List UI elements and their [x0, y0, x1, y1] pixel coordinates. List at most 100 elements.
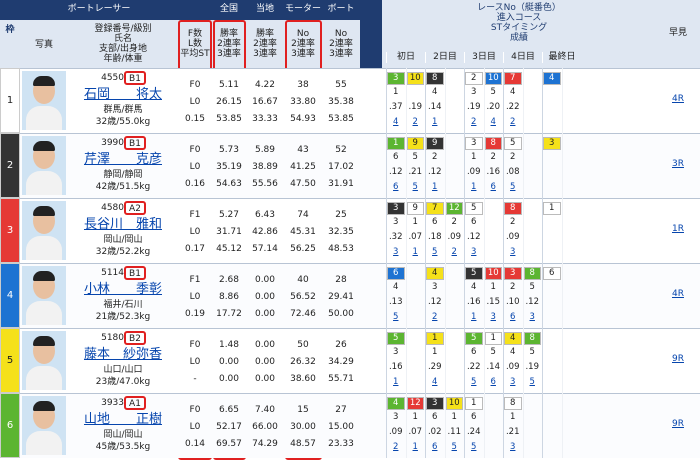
frame-cell [0, 133, 20, 198]
hayami-link[interactable]: 9R [672, 419, 684, 429]
series-result[interactable]: 4 [432, 377, 438, 387]
series-result[interactable]: 1 [471, 182, 477, 192]
series-st: .07 [408, 232, 423, 242]
stat-boat: 17.02 [328, 162, 354, 172]
series-result[interactable]: 3 [529, 312, 535, 322]
series-result[interactable]: 5 [529, 377, 535, 387]
stat-local: 74.29 [252, 439, 278, 449]
series-course: 5 [529, 347, 535, 357]
series-result[interactable]: 2 [471, 117, 477, 127]
stat-national: 1.48 [218, 340, 240, 350]
series-result[interactable]: 5 [393, 312, 399, 322]
stat-motor: 72.46 [290, 309, 316, 319]
series-course: 5 [412, 152, 418, 162]
series-race: 1 [387, 137, 405, 150]
series-course: 1 [510, 412, 516, 422]
frame-number: 1 [6, 95, 14, 106]
stat-local: 0.00 [254, 309, 276, 319]
hayami-link[interactable]: 4R [672, 289, 684, 299]
day-divider [483, 68, 485, 133]
series-result[interactable]: 4 [393, 117, 399, 127]
header-sub: 3連率 [291, 49, 315, 59]
series-result[interactable]: 2 [432, 312, 438, 322]
series-result[interactable]: 6 [490, 182, 496, 192]
stat-fl: L0 [189, 357, 201, 367]
hayami-link[interactable]: 1R [672, 224, 684, 234]
racer-name[interactable]: 長谷川 雅和 [83, 217, 162, 232]
series-course: 4 [510, 347, 516, 357]
series-result[interactable]: 2 [412, 117, 418, 127]
racer-name[interactable]: 石岡 将太 [83, 87, 162, 102]
stat-boat: 28 [335, 275, 347, 285]
frame-cell [0, 393, 20, 458]
series-result[interactable]: 1 [471, 312, 477, 322]
series-st: .02 [427, 427, 442, 437]
stat-local: 38.89 [252, 162, 278, 172]
age-weight: 32歳/55.0kg [95, 117, 151, 127]
series-result[interactable]: 3 [393, 247, 399, 257]
series-result[interactable]: 5 [412, 182, 418, 192]
series-result[interactable]: 1 [432, 182, 438, 192]
series-result[interactable]: 6 [510, 312, 516, 322]
hayami-link[interactable]: 9R [672, 354, 684, 364]
series-result[interactable]: 1 [432, 117, 438, 127]
series-st: .09 [505, 362, 520, 372]
hayami-link[interactable]: 4R [672, 94, 684, 104]
series-result[interactable]: 1 [412, 442, 418, 452]
series-result[interactable]: 3 [510, 247, 516, 257]
stat-local: 57.14 [252, 244, 278, 254]
series-result[interactable]: 6 [432, 442, 438, 452]
series-result[interactable]: 3 [490, 312, 496, 322]
series-result[interactable]: 5 [471, 377, 477, 387]
series-result[interactable]: 5 [510, 182, 516, 192]
racer-name[interactable]: 藤本 紗弥香 [83, 347, 162, 362]
series-result[interactable]: 5 [451, 442, 457, 452]
series-header-bar [382, 0, 656, 68]
day-divider [542, 393, 543, 458]
header-local: 当地 [255, 4, 274, 14]
hayami-link[interactable]: 3R [672, 159, 684, 169]
series-result[interactable]: 3 [510, 377, 516, 387]
series-result[interactable]: 1 [393, 377, 399, 387]
series-result[interactable]: 3 [510, 442, 516, 452]
series-st: .21 [505, 427, 520, 437]
series-course: 6 [471, 412, 477, 422]
series-race: 12 [445, 202, 463, 215]
series-course: 3 [432, 282, 438, 292]
racer-name[interactable]: 小林 季彰 [83, 282, 162, 297]
day-divider [522, 328, 524, 393]
reg-number: 5180 [101, 333, 124, 343]
series-result[interactable]: 2 [510, 117, 516, 127]
series-course: 2 [432, 152, 438, 162]
day-divider [483, 328, 485, 393]
stat-fl: 0.16 [184, 179, 206, 189]
stat-fl: L0 [189, 227, 201, 237]
series-result[interactable]: 5 [432, 247, 438, 257]
series-race: 3 [504, 267, 522, 280]
racer-name[interactable]: 山地 正樹 [83, 412, 162, 427]
series-result[interactable]: 5 [471, 442, 477, 452]
series-result[interactable]: 1 [412, 247, 418, 257]
series-result[interactable]: 6 [490, 377, 496, 387]
day-divider [386, 263, 387, 328]
day-divider [425, 68, 426, 133]
header-racer-sub: 支部/出身地 [98, 44, 148, 54]
age-weight: 23歳/47.0kg [95, 377, 151, 387]
day-divider [483, 393, 485, 458]
series-course: 1 [412, 412, 418, 422]
series-result[interactable]: 2 [451, 247, 457, 257]
header-sub: L数 [187, 39, 202, 49]
row-bg [0, 198, 700, 263]
series-result[interactable]: 3 [471, 247, 477, 257]
stat-national: 35.19 [216, 162, 242, 172]
series-result[interactable]: 4 [490, 117, 496, 127]
series-race: 7 [504, 72, 522, 85]
stat-boat: 34.29 [328, 357, 354, 367]
stat-fl: 0.14 [184, 439, 206, 449]
racer-name[interactable]: 芹澤 克彦 [83, 152, 162, 167]
series-result[interactable]: 2 [393, 442, 399, 452]
day-divider [464, 198, 465, 263]
series-result[interactable]: 6 [393, 182, 399, 192]
day-divider [522, 263, 524, 328]
day-divider [542, 68, 543, 133]
